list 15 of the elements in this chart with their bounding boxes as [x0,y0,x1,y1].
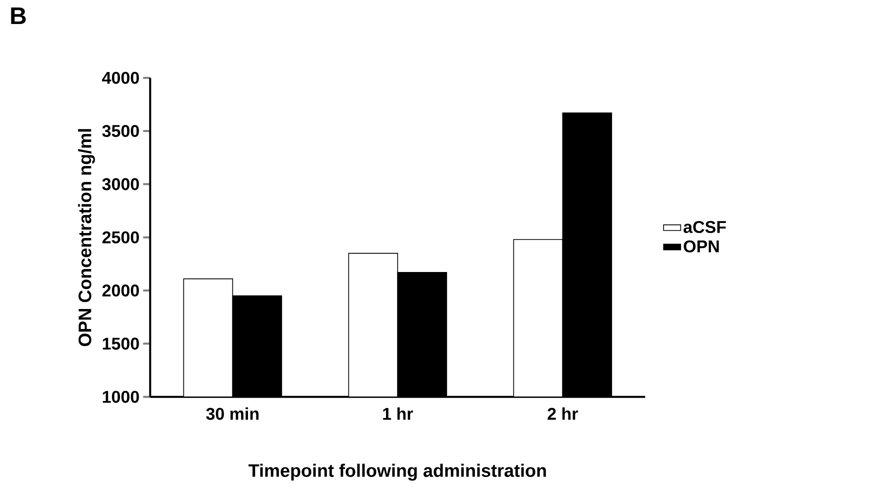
y-tick-label: 2500 [102,231,139,244]
y-tick-label: 1000 [102,390,139,403]
text: B [11,8,26,24]
x-tick-label: 1 hr [383,407,413,420]
y-tick-label: 2000 [102,284,139,297]
legend-label: OPN [684,240,719,252]
y-axis-title: OPN Concentration ng/ml [78,129,95,346]
x-tick-label: 2 hr [548,407,578,420]
x-tick-label: 30 min [206,407,259,420]
legend-label: aCSF [684,220,726,234]
y-tick-label: 3000 [102,178,139,190]
x-axis-title: Timepoint following administration [248,464,546,481]
y-tick-label: 3500 [102,124,139,138]
y-tick-label: 4000 [102,72,139,84]
y-tick-label: 1500 [102,338,139,350]
